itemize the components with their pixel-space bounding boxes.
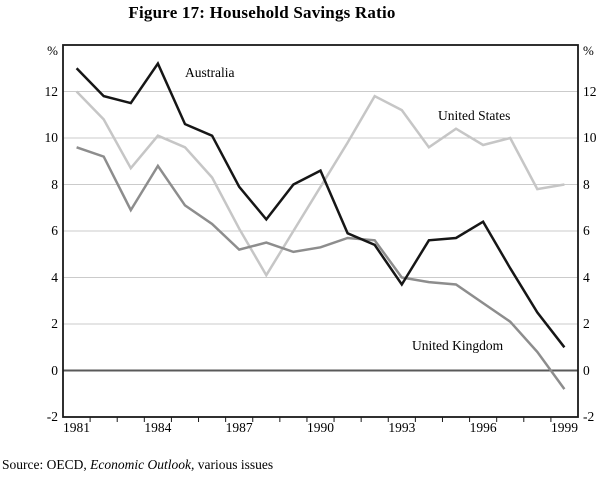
- source-suffix: various issues: [194, 457, 274, 472]
- x-axis-label: 1987: [225, 420, 253, 435]
- source-publication: Economic Outlook,: [90, 457, 195, 472]
- x-axis-label: 1993: [388, 420, 416, 435]
- plot-frame: [62, 44, 579, 418]
- chart-area: % % 12 10 8 6 4 2 0 -2 12 10 8 6 4 2 0 -2 1981 1984 1987…: [44, 43, 597, 436]
- chart-title: Figure 17: Household Savings Ratio: [128, 3, 396, 22]
- series-label-united-states: United States: [438, 108, 511, 123]
- y-axis-label-right: 2: [583, 316, 590, 331]
- x-axis-label: 1999: [550, 420, 578, 435]
- line-united-kingdom: [76, 146, 566, 390]
- source-text: Source: OECD,: [2, 457, 91, 472]
- x-axis-label: 1981: [63, 420, 91, 435]
- x-axis-label: 1990: [307, 420, 334, 435]
- source-note: Source: OECD, Economic Outlook, various …: [2, 457, 273, 473]
- y-axis-label-left: 0: [51, 362, 58, 378]
- y-axis-label-left: 6: [51, 223, 58, 238]
- line-australia: [75, 61, 566, 349]
- series-label-australia: Australia: [185, 65, 235, 80]
- plot-canvas: [62, 44, 579, 422]
- y-axis-label-left: 8: [51, 176, 58, 192]
- y-axis-label-right: 6: [583, 223, 590, 238]
- y-axis-label-left: 10: [44, 130, 59, 145]
- x-axis-label: 1996: [469, 420, 497, 435]
- y-axis-label-right: 10: [583, 130, 597, 145]
- y-axis-unit-right: %: [583, 43, 594, 58]
- y-axis-label-left: 2: [51, 316, 58, 331]
- x-axis-label: 1984: [144, 420, 172, 435]
- y-axis-label-left: -2: [46, 409, 58, 424]
- y-axis-unit-left: %: [47, 43, 58, 58]
- y-axis-label-right: 8: [583, 176, 590, 192]
- y-axis-label-left: 12: [44, 83, 59, 99]
- y-axis-label-right: 0: [583, 362, 590, 378]
- y-axis-label-left: 4: [51, 269, 58, 285]
- line-united-states: [75, 90, 565, 278]
- series-label-united-kingdom: United Kingdom: [412, 338, 504, 353]
- y-axis-label-right: 4: [583, 269, 590, 285]
- y-axis-label-right: 12: [583, 83, 597, 99]
- y-axis-label-right: -2: [583, 409, 595, 424]
